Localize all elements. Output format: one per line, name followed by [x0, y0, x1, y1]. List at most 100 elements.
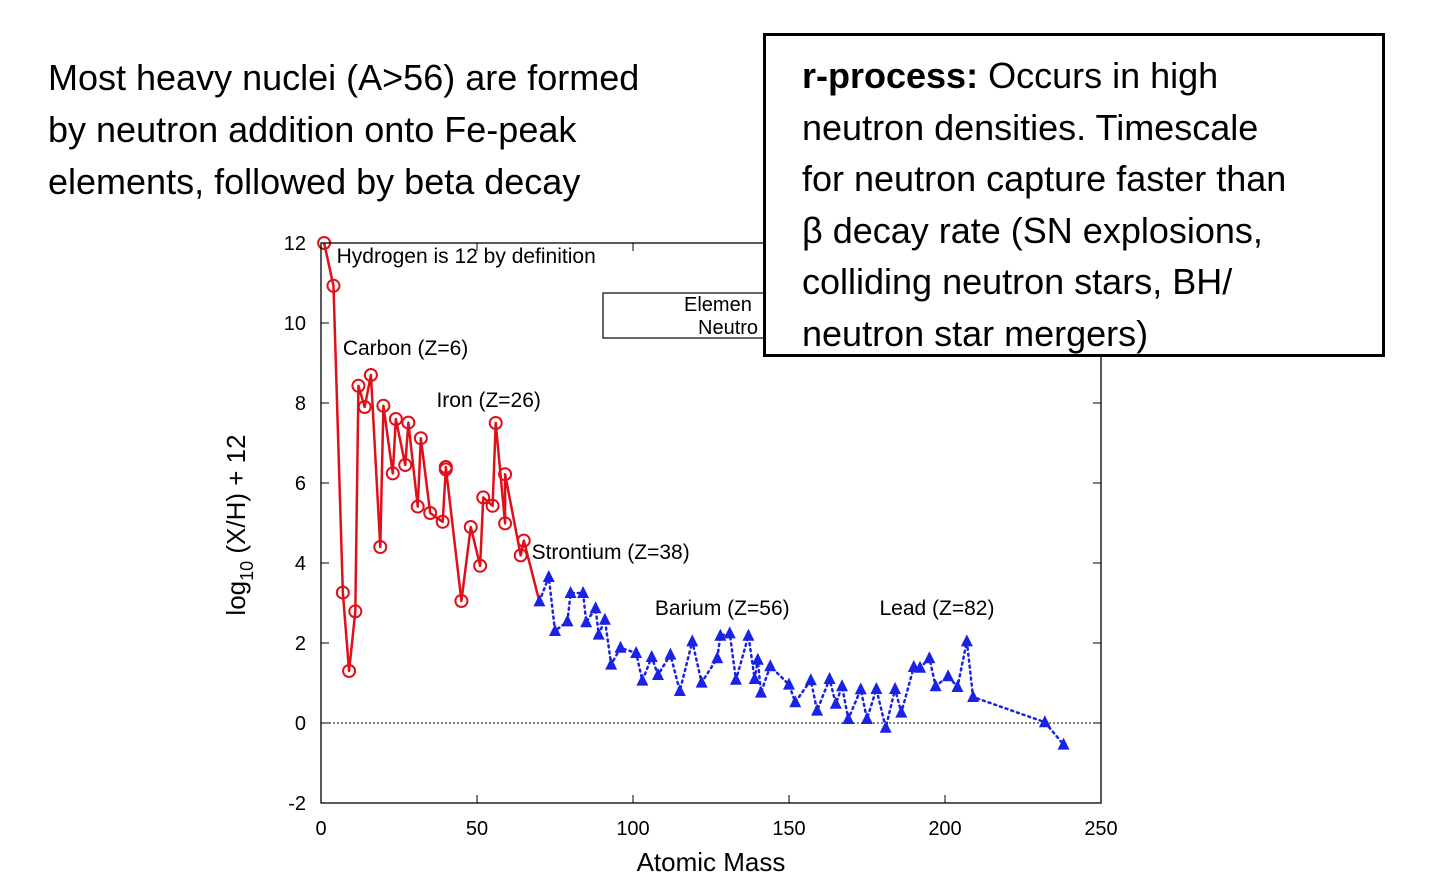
intro-text: Most heavy nuclei (A>56) are formed by n…	[48, 52, 768, 208]
x-tick-label: 50	[466, 818, 488, 840]
x-tick-label: 100	[616, 818, 649, 840]
data-point-triangle	[686, 634, 699, 647]
data-point-triangle	[823, 672, 836, 684]
y-label-base: log	[221, 581, 251, 616]
data-point-circle	[348, 604, 363, 619]
data-point-triangle	[561, 614, 574, 627]
data-point-triangle	[549, 624, 561, 636]
data-point-triangle	[542, 570, 555, 582]
data-point-triangle	[564, 586, 577, 598]
x-tick-label: 200	[928, 818, 961, 840]
data-point-circle	[513, 548, 528, 563]
data-point-triangle	[789, 695, 802, 708]
legend-entry-1: Elemen	[684, 294, 752, 316]
annotation-label: Carbon (Z=6)	[343, 337, 468, 360]
data-point-circle	[476, 490, 491, 505]
data-point-circle	[401, 415, 416, 430]
data-point-triangle	[829, 696, 842, 709]
y-tick-label: 8	[295, 393, 306, 415]
data-point-triangle	[748, 672, 761, 684]
data-point-triangle	[614, 640, 627, 653]
y-axis-label: log10 (X/H) + 12	[221, 434, 257, 615]
data-point-triangle	[589, 601, 602, 614]
data-point-triangle	[711, 651, 724, 664]
data-point-triangle	[967, 690, 980, 702]
data-point-triangle	[854, 682, 867, 695]
intro-line: elements, followed by beta decay	[48, 161, 581, 202]
data-point-triangle	[923, 651, 936, 664]
data-point-triangle	[842, 712, 855, 724]
data-point-triangle	[651, 668, 664, 680]
data-point-triangle	[714, 628, 727, 641]
y-label-rest: (X/H) + 12	[221, 434, 251, 560]
y-tick-label: 12	[284, 233, 306, 255]
annotation-label: Barium (Z=56)	[655, 597, 790, 620]
y-tick-label: -2	[288, 793, 306, 815]
data-point-circle	[335, 585, 350, 600]
data-point-triangle	[804, 673, 817, 686]
data-point-circle	[363, 368, 378, 382]
data-point-triangle	[914, 660, 927, 673]
x-tick-label: 250	[1084, 818, 1117, 840]
data-point-circle	[488, 416, 503, 430]
plot-frame	[320, 242, 1102, 804]
data-point-triangle	[695, 675, 708, 688]
data-point-triangle	[870, 682, 883, 694]
legend-entry-2: Neutro	[698, 317, 758, 339]
r-process-callout: r-process: Occurs in high neutron densit…	[763, 33, 1385, 357]
data-point-circle	[385, 466, 400, 481]
y-tick-label: 2	[295, 633, 306, 655]
intro-line: Most heavy nuclei (A>56) are formed	[48, 57, 640, 98]
data-point-circle	[357, 400, 372, 414]
data-point-circle	[498, 516, 513, 531]
callout-line: colliding neutron stars, BH/	[802, 261, 1233, 302]
annotation-label: Strontium (Z=38)	[532, 541, 690, 564]
data-point-triangle	[729, 672, 742, 685]
y-tick-label: 4	[295, 553, 306, 575]
data-point-circle	[463, 520, 478, 534]
data-point-triangle	[783, 677, 795, 690]
annotation-label: Hydrogen is 12 by definition	[337, 245, 596, 268]
callout-line: neutron densities. Timescale	[802, 106, 1259, 148]
data-point-circle	[342, 664, 357, 678]
data-point-triangle	[577, 586, 590, 598]
data-point-triangle	[889, 682, 902, 694]
data-point-circle	[413, 431, 428, 446]
data-point-triangle	[879, 720, 892, 733]
data-point-triangle	[942, 669, 955, 682]
data-point-triangle	[636, 673, 649, 686]
x-axis-label: Atomic Mass	[637, 847, 786, 877]
data-point-circle	[376, 398, 391, 413]
data-point-triangle	[1038, 715, 1051, 728]
data-point-circle	[516, 533, 531, 548]
y-tick-label: 10	[284, 313, 306, 335]
annotation-label: Iron (Z=26)	[436, 389, 540, 412]
data-point-triangle	[592, 627, 605, 640]
data-point-triangle	[533, 594, 546, 607]
x-tick-label: 0	[315, 818, 326, 840]
data-point-triangle	[861, 712, 873, 724]
data-point-triangle	[664, 647, 677, 660]
data-point-triangle	[951, 680, 964, 692]
data-point-triangle	[895, 705, 908, 718]
series-line-light-elements	[322, 242, 541, 673]
data-point-circle	[398, 458, 413, 472]
y-label-sub: 10	[237, 561, 257, 581]
callout-line: for neutron capture faster than	[802, 158, 1287, 199]
data-point-circle	[410, 499, 425, 514]
legend-box: Elemen Neutro	[602, 292, 784, 339]
data-point-circle	[485, 498, 500, 513]
intro-line: by neutron addition onto Fe-peak	[48, 109, 577, 150]
data-point-circle	[326, 278, 341, 293]
callout-line: β decay rate (SN explosions,	[802, 209, 1263, 251]
data-point-circle	[423, 506, 438, 520]
annotation-label: Lead (Z=82)	[879, 597, 994, 620]
y-tick-label: 0	[295, 713, 306, 735]
data-point-triangle	[754, 685, 767, 698]
data-point-triangle	[751, 652, 764, 665]
callout-first-line: Occurs in high	[978, 55, 1219, 96]
x-tick-label: 150	[772, 818, 805, 840]
data-point-triangle	[960, 634, 973, 647]
data-point-circle	[438, 460, 453, 474]
